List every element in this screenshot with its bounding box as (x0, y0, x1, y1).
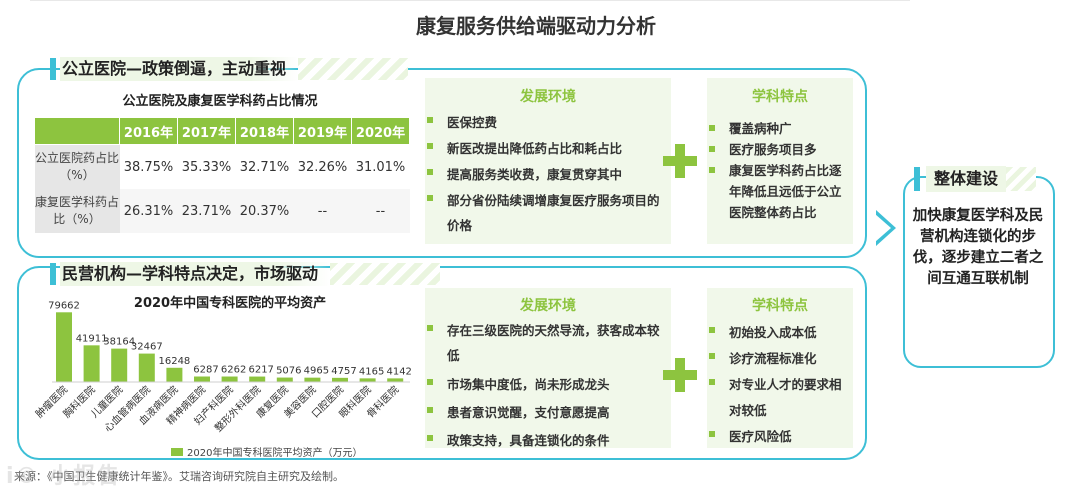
bar (387, 378, 404, 382)
list-item: 新医改提出降低药占比和耗占比 (425, 136, 665, 162)
bar (276, 377, 293, 382)
bar (332, 377, 348, 382)
data-label: 41911 (76, 333, 108, 344)
table-cell: 26.31% (119, 189, 178, 233)
bar (56, 312, 72, 382)
public-feat-title: 学科特点 (752, 89, 808, 105)
public-env-box (425, 78, 671, 244)
row-label: 公立医院药占比（%） (34, 144, 120, 189)
page-title: 康复服务供给端驱动力分析 (416, 14, 656, 38)
list-item: 提高服务类收费，康复贯穿其中 (425, 162, 665, 188)
bar (138, 353, 155, 382)
data-label: 5076 (276, 366, 301, 377)
bar (194, 376, 210, 382)
legend-label: 2020年中国专科医院平均资产（万元） (187, 446, 362, 459)
list-item: 患者意识觉醒，支付意愿提高 (425, 400, 665, 425)
list-item: 政策支持，具备连锁化的条件 (425, 428, 665, 453)
table-cell: 32.26% (293, 144, 352, 189)
bar (83, 345, 100, 382)
bar (359, 378, 376, 382)
row-label: 康复医学科药占比（%） (34, 189, 120, 233)
private-env-box (425, 288, 671, 448)
data-label: 4142 (386, 366, 411, 377)
overall-heading: 整体建设 (914, 166, 1037, 192)
bar (304, 377, 321, 382)
year-header: 2016年 (119, 117, 178, 145)
table-title: 公立医院及康复医学科药占比情况 (122, 94, 318, 109)
legend-swatch (171, 448, 183, 456)
table-cell: 23.71% (177, 189, 236, 233)
list-item: 诊疗流程标准化 (707, 346, 847, 372)
watermark: i© 小报告 (6, 464, 122, 489)
bar (249, 376, 266, 382)
bar (166, 367, 183, 382)
list-item: 康复医学科药占比逐年降低且远低于公立医院整体药占比 (707, 160, 847, 223)
table-cell: 38.75% (119, 144, 178, 189)
data-label: 4165 (359, 366, 384, 377)
overall-body: 加快康复医学科及民营机构连锁化的步伐，逐步建立二者之间互通互联机制 (912, 208, 1044, 287)
table-cell: 31.01% (351, 144, 410, 189)
list-item: 初始投入成本低 (707, 320, 847, 346)
public-heading: 公立医院—政策倒逼，主动重视 (50, 57, 409, 81)
list-item: 市场集中度低，尚未形成龙头 (425, 372, 665, 397)
public-heading-text: 公立医院—政策倒逼，主动重视 (60, 57, 299, 81)
table-cell: 35.33% (177, 144, 236, 189)
table-cell: 20.37% (235, 189, 294, 233)
data-label: 6287 (193, 364, 218, 375)
data-label: 32467 (131, 342, 163, 353)
arrow-icon-inner (875, 214, 891, 242)
list-item: 覆盖病种广 (707, 118, 847, 139)
table-corner (34, 117, 120, 145)
data-label: 6217 (248, 365, 273, 376)
bar (221, 376, 238, 382)
data-label: 4757 (331, 366, 356, 377)
private-env-list: 存在三级医院的天然导流，获客成本较低 市场集中度低，尚未形成龙头 患者意识觉醒，… (425, 318, 665, 453)
list-item: 医疗风险低 (707, 424, 847, 450)
list-item: 存在三级医院的天然导流，获客成本较低 (425, 318, 665, 368)
private-env-title: 发展环境 (520, 298, 576, 314)
list-item: 部分省份陆续调增康复医疗服务项目的价格 (425, 188, 665, 238)
public-feat-list: 覆盖病种广 医疗服务项目多 康复医学科药占比逐年降低且远低于公立医院整体药占比 (707, 118, 847, 223)
plus-icon (663, 358, 697, 392)
private-feat-title: 学科特点 (752, 298, 808, 314)
asset-bar-chart: 79662肿瘤医院41911胸科医院38164儿童医院32467心血管病医院16… (33, 300, 412, 459)
table-cell: -- (351, 189, 410, 233)
private-feat-box (707, 288, 853, 448)
overall-heading-text: 整体建设 (926, 166, 1007, 192)
source-note: 来源：《中国卫生健康统计年鉴》。艾瑞咨询研究院自主研究及绘制。 (14, 470, 344, 483)
year-header: 2019年 (293, 117, 352, 145)
bar (111, 348, 128, 382)
private-feat-list: 初始投入成本低 诊疗流程标准化 对专业人才的要求相对较低 医疗风险低 (707, 320, 847, 450)
year-header: 2018年 (235, 117, 294, 145)
data-label: 79662 (48, 300, 80, 311)
year-header: 2020年 (351, 117, 410, 145)
public-env-title: 发展环境 (520, 89, 576, 105)
data-label: 6262 (221, 365, 246, 376)
data-label: 4965 (304, 366, 329, 377)
drug-ratio-table: 2016年 2017年 2018年 2019年 2020年 公立医院药占比（%）… (34, 117, 410, 233)
list-item: 医保控费 (425, 110, 665, 136)
data-label: 16248 (158, 356, 190, 367)
private-heading-text: 民营机构—学科特点决定，市场驱动 (60, 262, 331, 286)
chart-title: 2020年中国专科医院的平均资产 (133, 296, 327, 311)
year-header: 2017年 (177, 117, 236, 145)
top-rule (30, 0, 910, 1)
public-feat-box (707, 78, 853, 244)
table-cell: -- (293, 189, 352, 233)
private-heading: 民营机构—学科特点决定，市场驱动 (50, 262, 441, 286)
category-label: 整形外科医院 (212, 383, 264, 435)
list-item: 对专业人才的要求相对较低 (707, 372, 847, 424)
list-item: 医疗服务项目多 (707, 139, 847, 160)
table-cell: 32.71% (235, 144, 294, 189)
public-env-list: 医保控费 新医改提出降低药占比和耗占比 提高服务类收费，康复贯穿其中 部分省份陆… (425, 110, 665, 238)
plus-icon (663, 144, 697, 178)
data-label: 38164 (103, 337, 135, 348)
